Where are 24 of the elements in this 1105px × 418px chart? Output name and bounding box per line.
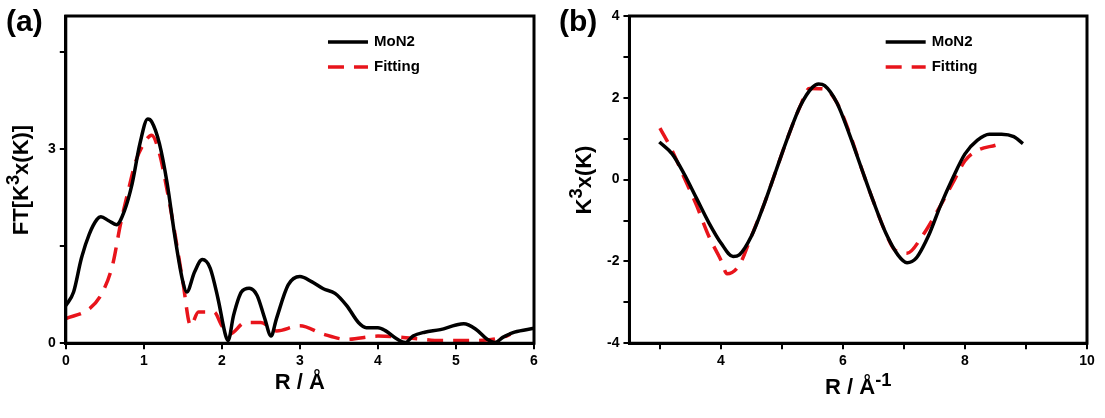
x-tick-label: 3 [295,352,304,369]
x-tick-label: 0 [61,352,70,369]
x-tick-label: 10 [1079,352,1095,369]
legend-label: MoN2 [931,32,973,50]
x-axis-title: R / Å [274,369,325,396]
x-tick-label: 2 [217,352,226,369]
x-tick-label: 6 [530,352,539,369]
y-tick-label: -2 [607,252,620,269]
chart-title: (b) [559,4,598,38]
x-tick-label: 1 [139,352,148,369]
y-tick-label: 4 [611,6,620,23]
legend-label: MoN2 [373,32,415,50]
legend-label: Fitting [373,57,420,75]
chart-title: (a) [6,4,43,38]
x-tick-label: 4 [374,352,383,369]
y-tick-label: 0 [611,170,620,187]
x-tick-label: 5 [452,352,461,369]
legend-label: Fitting [931,57,978,75]
y-tick-label: 2 [611,88,620,105]
y-tick-label: -4 [607,334,620,351]
x-tick-label: 6 [839,352,848,369]
x-tick-label: 8 [961,352,970,369]
x-axis-title: R / Å$^{-1}$ [825,369,892,401]
x-tick-label: 4 [717,352,726,369]
